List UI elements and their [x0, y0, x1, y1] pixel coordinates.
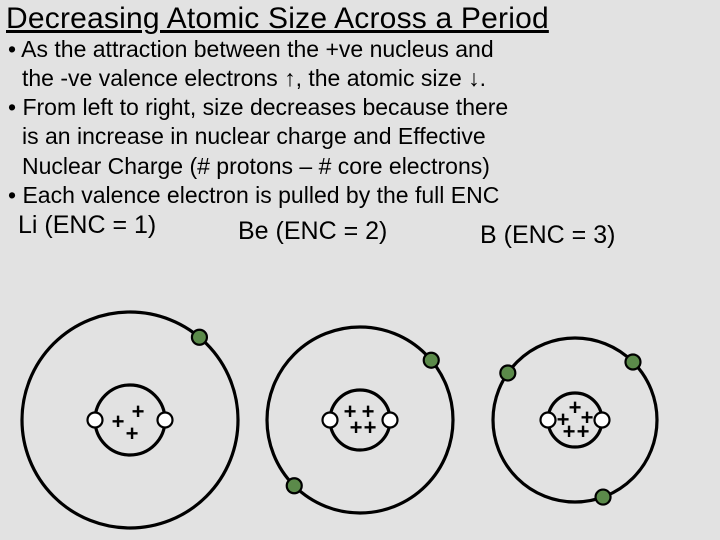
proton-plus: +	[563, 419, 576, 444]
bullet-3: • Each valence electron is pulled by the…	[8, 182, 712, 209]
valence-electron	[287, 478, 302, 493]
proton-plus: +	[364, 415, 377, 440]
valence-electron	[500, 365, 515, 380]
bullet-2-line-1: • From left to right, size decreases bec…	[8, 94, 712, 121]
proton-plus: +	[569, 395, 582, 420]
proton-plus: +	[350, 415, 363, 440]
proton-plus: +	[577, 419, 590, 444]
atom-lithium: +++	[10, 300, 250, 540]
valence-electron	[424, 353, 439, 368]
valence-electron	[596, 490, 611, 505]
bullets-block: • As the attraction between the +ve nucl…	[0, 36, 720, 209]
enc-labels-row: Li (ENC = 1) Be (ENC = 2) B (ENC = 3)	[0, 211, 720, 251]
bullet-2-line-2: is an increase in nuclear charge and Eff…	[8, 123, 712, 150]
enc-label-li: Li (ENC = 1)	[18, 211, 156, 240]
atoms-row: ++++++++++++	[0, 300, 720, 540]
valence-electron	[192, 330, 207, 345]
core-electron	[158, 413, 173, 428]
bullet-1-line-1: • As the attraction between the +ve nucl…	[8, 36, 712, 63]
atom-beryllium: ++++	[255, 310, 465, 530]
valence-electron	[625, 355, 640, 370]
core-electron	[88, 413, 103, 428]
bullet-2-line-3: Nuclear Charge (# protons – # core elect…	[8, 153, 712, 180]
bullet-1-line-2: the -ve valence electrons ↑, the atomic …	[8, 65, 712, 92]
core-electron	[323, 413, 338, 428]
core-electron	[383, 413, 398, 428]
atom-boron: +++++	[480, 320, 670, 520]
core-electron	[541, 413, 556, 428]
page-title: Decreasing Atomic Size Across a Period	[0, 0, 720, 36]
proton-plus: +	[126, 421, 139, 446]
core-electron	[595, 413, 610, 428]
enc-label-be: Be (ENC = 2)	[238, 217, 387, 246]
enc-label-b: B (ENC = 3)	[480, 221, 615, 250]
proton-plus: +	[112, 409, 125, 434]
